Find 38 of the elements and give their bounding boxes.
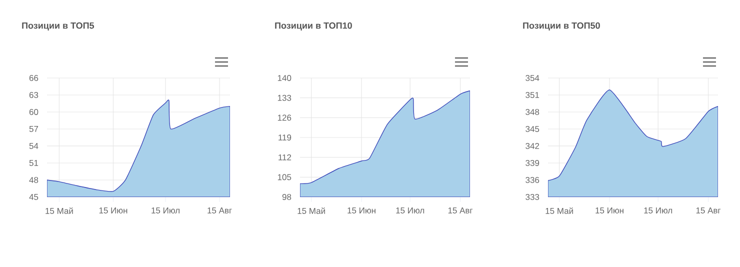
y-tick-label: 345 <box>526 126 540 132</box>
y-tick-label: 126 <box>278 114 292 121</box>
y-tick-label: 133 <box>278 94 292 101</box>
y-tick-label: 140 <box>278 74 292 81</box>
x-tick-label: 15 Авг <box>208 208 232 214</box>
chart-title: Позиции в ТОП5 <box>22 22 94 30</box>
x-tick-label: 15 Авг <box>448 208 473 214</box>
x-tick-label: 15 Май <box>298 208 325 214</box>
x-tick-label: 15 Июн <box>99 208 128 214</box>
y-tick-label: 66 <box>29 74 38 81</box>
chart-title: Позиции в ТОП10 <box>275 22 352 30</box>
y-tick-label: 342 <box>526 142 540 149</box>
y-tick-label: 348 <box>526 108 540 115</box>
y-tick-label: 51 <box>29 160 38 166</box>
y-tick-label: 48 <box>29 176 38 183</box>
x-tick-label: 15 Авг <box>696 208 721 214</box>
y-tick-label: 60 <box>29 108 38 115</box>
y-tick-label: 354 <box>526 74 540 81</box>
y-tick-label: 57 <box>29 126 38 132</box>
x-tick-label: 15 Май <box>46 208 73 214</box>
x-tick-label: 15 Июл <box>396 208 424 214</box>
y-tick-label: 54 <box>29 143 38 149</box>
x-tick-label: 15 Май <box>546 208 573 214</box>
y-tick-label: 339 <box>526 160 540 166</box>
x-tick-label: 15 Июл <box>152 208 180 214</box>
y-tick-label: 98 <box>282 194 292 200</box>
y-tick-label: 105 <box>278 174 292 180</box>
y-tick-label: 336 <box>526 176 540 183</box>
y-tick-label: 45 <box>29 194 38 200</box>
y-tick-label: 333 <box>526 194 540 200</box>
x-tick-label: 15 Июн <box>596 208 624 214</box>
y-tick-label: 119 <box>278 134 292 140</box>
x-tick-label: 15 Июл <box>644 208 672 214</box>
x-tick-label: 15 Июн <box>348 208 376 214</box>
y-tick-label: 112 <box>278 154 292 160</box>
y-tick-label: 63 <box>29 92 38 98</box>
y-tick-label: 351 <box>526 92 540 98</box>
chart-title: Позиции в ТОП50 <box>523 22 600 30</box>
